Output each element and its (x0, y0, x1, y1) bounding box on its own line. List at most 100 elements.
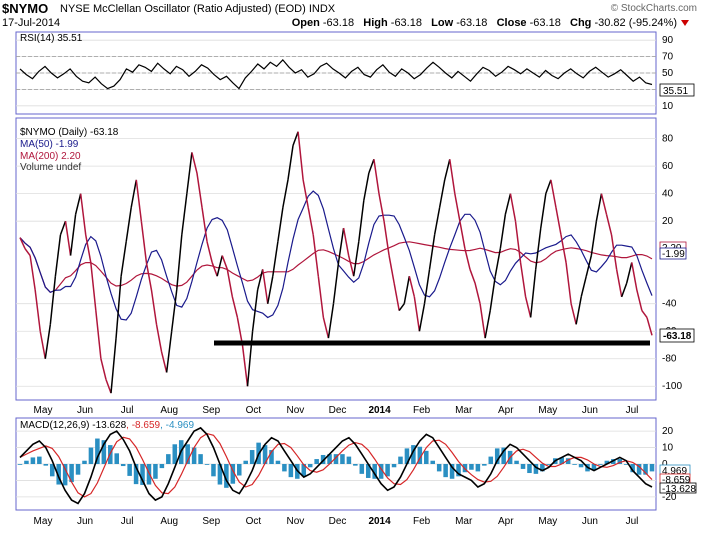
nymo-segment (469, 269, 476, 284)
histogram-bar (95, 438, 100, 464)
quote-date: 17-Jul-2014 (2, 17, 61, 29)
x-tick-label: May (34, 516, 53, 527)
histogram-bar (191, 447, 197, 464)
nymo-segment (428, 234, 436, 270)
nymo-segment (307, 207, 314, 236)
x-tick-label: Dec (329, 405, 347, 416)
nymo-segment (540, 193, 547, 229)
nymo-segment (545, 179, 552, 194)
histogram-bar (527, 464, 532, 474)
nymo-segment (206, 241, 213, 263)
nymo-segment (494, 248, 502, 277)
histogram-bar (404, 448, 410, 464)
histogram-bar (540, 464, 545, 472)
nymo-segment (418, 303, 426, 332)
nymo-segment (529, 269, 537, 318)
high-label: High (363, 17, 388, 29)
legend-volume: Volume undef (20, 162, 81, 173)
nymo-segment (423, 269, 431, 304)
histogram-bar (520, 464, 526, 469)
signal-tag-text: -8.659 (662, 475, 691, 486)
nymo-segment (135, 179, 143, 222)
histogram-bar (546, 464, 552, 465)
histogram-bar (166, 454, 171, 464)
nymo-segment (479, 303, 486, 339)
close-label: Close (496, 17, 527, 29)
x-tick-label: Jun (77, 516, 93, 527)
nymo-segment (560, 234, 567, 263)
histogram-bar (411, 445, 416, 464)
nymo-segment (84, 234, 92, 263)
histogram-bar (288, 464, 294, 478)
histogram-bar (475, 464, 481, 472)
x-tick-label: Mar (455, 405, 473, 416)
histogram-bar (37, 456, 42, 464)
low-value: -63.18 (456, 17, 488, 29)
nymo-segment (605, 214, 613, 236)
histogram-bar (623, 464, 629, 465)
y-tick-label: 80 (662, 134, 674, 145)
x-tick-label: Jul (121, 405, 134, 416)
histogram-bar (230, 464, 236, 484)
histogram-bar (282, 464, 287, 472)
y-tick-label: 20 (662, 216, 674, 227)
histogram-bar (617, 459, 623, 464)
nymo-segment (267, 276, 274, 304)
macd-legend-signal: , -8.659 (126, 420, 160, 431)
histogram-bar (353, 464, 358, 466)
chg-label: Chg (570, 17, 592, 29)
rsi-gridlines (16, 39, 656, 107)
histogram-bar (649, 464, 655, 472)
down-arrow-icon (681, 20, 689, 26)
nymo-segment (145, 262, 153, 291)
legend-nymo: $NYMO (Daily) -63.18 (20, 127, 119, 138)
high-value: -63.18 (390, 17, 422, 29)
nymo-segment (49, 276, 57, 325)
y-tick-label: 90 (662, 35, 674, 46)
nymo-segment (256, 269, 264, 291)
nymo-segment (484, 310, 491, 339)
nymo-segment (155, 324, 163, 352)
nymo-segment (90, 262, 97, 311)
x-tick-label: Jun (582, 516, 598, 527)
nymo-segment (165, 331, 173, 373)
y-tick-label: 10 (662, 101, 674, 112)
nymo-segment (297, 131, 304, 180)
x-tick-label: Sep (202, 405, 220, 416)
ma50-tag-text: -1.99 (662, 249, 685, 260)
nymo-segment (519, 262, 527, 297)
nymo-segment (641, 310, 648, 318)
nymo-segment (615, 269, 623, 297)
nymo-segment (201, 207, 208, 242)
open-label: Open (291, 17, 320, 29)
nymo-segment (595, 193, 603, 222)
nymo-segment (251, 289, 259, 332)
histogram-bar (101, 440, 107, 464)
nymo-segment (358, 200, 365, 242)
rsi-legend: RSI(14) 35.51 (20, 33, 83, 44)
histogram-bar (237, 464, 242, 476)
histogram-bar (140, 464, 145, 485)
x-tick-label: Feb (413, 405, 431, 416)
price-gridlines (16, 138, 656, 387)
x-tick-label: 2014 (368, 405, 391, 416)
rsi-value-tag-text: 35.51 (663, 86, 688, 97)
nymo-segment (236, 317, 244, 346)
nymo-segment (631, 262, 638, 291)
open-value: -63.18 (322, 17, 355, 29)
nymo-segment (433, 207, 441, 236)
macd-x-axis: May Jun Jul Aug Sep Oct Nov Dec 2014 Feb Mar Apr May… (34, 516, 639, 527)
nymo-segment (100, 358, 107, 380)
histogram-bar (482, 464, 487, 466)
histogram-bar (456, 464, 461, 477)
x-tick-label: Feb (413, 516, 431, 527)
nymo-segment (170, 289, 178, 332)
x-tick-label: Apr (498, 516, 514, 527)
macd-legend: MACD(12,26,9) -13.628, -8.659, -4.969 (20, 420, 194, 431)
rsi-line (19, 59, 653, 90)
histogram-bar (643, 464, 648, 475)
y-tick-label: 10 (662, 443, 674, 454)
nymo-segment (443, 159, 451, 181)
histogram-bar (604, 460, 610, 464)
